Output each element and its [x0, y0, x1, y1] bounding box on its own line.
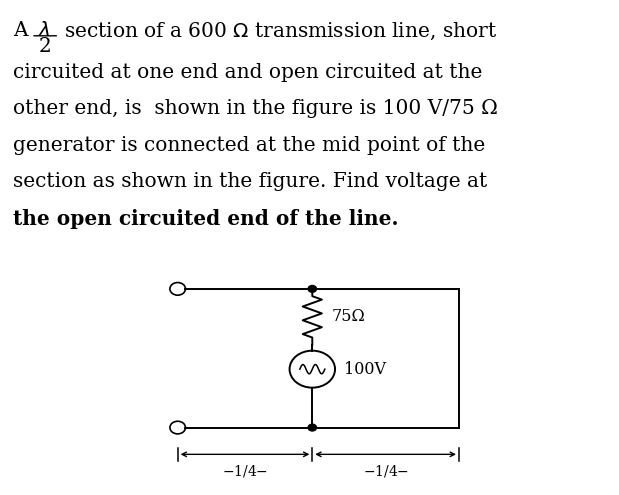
Text: circuited at one end and open circuited at the: circuited at one end and open circuited …	[13, 62, 483, 82]
Text: $\lambda$: $\lambda$	[38, 21, 51, 40]
Text: section of a 600 $\Omega$ transmission line, short: section of a 600 $\Omega$ transmission l…	[64, 21, 497, 43]
Text: 100V: 100V	[344, 361, 386, 378]
Circle shape	[308, 424, 316, 431]
Text: the open circuited end of the line.: the open circuited end of the line.	[13, 208, 399, 229]
Text: other end, is  shown in the figure is 100 V/75 Ω: other end, is shown in the figure is 100…	[13, 99, 498, 118]
Text: 75Ω: 75Ω	[331, 308, 365, 325]
Text: section as shown in the figure. Find voltage at: section as shown in the figure. Find vol…	[13, 172, 487, 191]
Text: generator is connected at the mid point of the: generator is connected at the mid point …	[13, 136, 485, 154]
Text: 2: 2	[38, 37, 51, 56]
Text: $-$1/4$-$: $-$1/4$-$	[363, 463, 409, 479]
Circle shape	[308, 286, 316, 292]
Text: A: A	[13, 21, 28, 40]
Text: $-$1/4$-$: $-$1/4$-$	[222, 463, 268, 479]
